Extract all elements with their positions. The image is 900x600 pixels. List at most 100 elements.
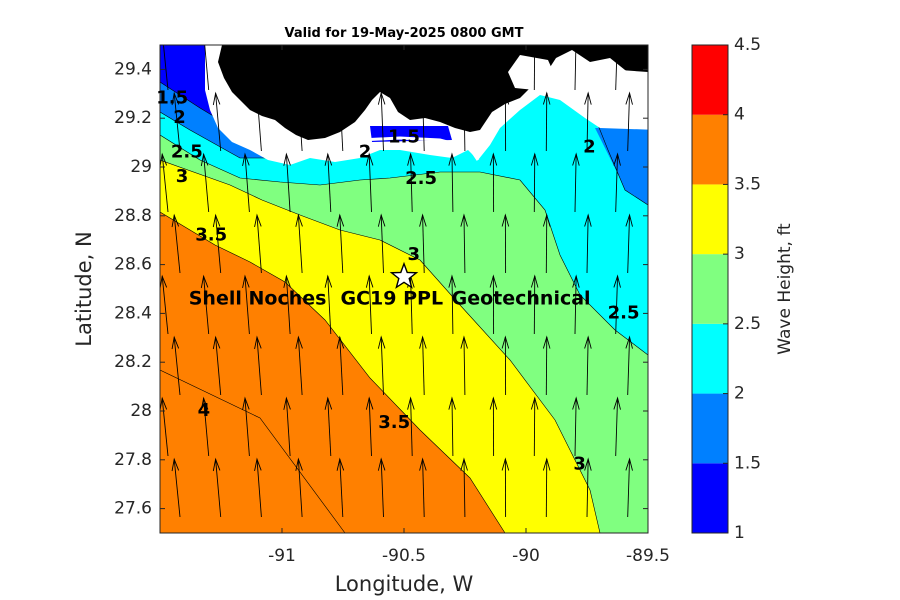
colorbar-tick-label: 2.5: [734, 314, 761, 334]
wave-arrow: [625, 91, 633, 152]
colorbar-tick-label: 2: [734, 384, 745, 404]
wave-arrow: [542, 213, 551, 274]
x-axis-ticks: -91 -90.5 -90 -89.5: [268, 45, 670, 566]
wave-arrow: [460, 457, 468, 518]
contour-label: 2.5: [608, 302, 640, 323]
wave-arrow: [625, 457, 633, 518]
contour-label: 3: [407, 244, 420, 265]
wave-arrow: [625, 213, 633, 274]
isoline-3: [160, 159, 601, 533]
wave-arrow: [501, 335, 510, 396]
contour-label: 2: [359, 141, 372, 162]
colorbar-segment: [692, 45, 728, 115]
wave-arrow: [572, 396, 580, 457]
isoline-3p5: [160, 211, 506, 533]
wave-arrow: [377, 457, 386, 518]
site-marker: [389, 261, 419, 289]
wave-arrow: [625, 335, 633, 396]
wave-arrow: [451, 45, 454, 91]
wave-arrow: [295, 213, 303, 274]
wave-arrow: [283, 152, 291, 213]
wave-arrow: [419, 335, 427, 396]
wave-arrow: [365, 274, 374, 335]
wave-arrow: [212, 335, 222, 396]
wave-arrow: [212, 457, 222, 518]
wave-arrow: [171, 91, 181, 152]
wave-arrow: [295, 457, 303, 518]
wave-arrow: [530, 152, 539, 213]
wave-arrow: [377, 213, 386, 274]
colorbar-tick-label: 3.5: [734, 174, 761, 194]
x-tick-label: -90: [512, 546, 540, 566]
wave-arrow: [212, 91, 222, 152]
chart-title: Valid for 19-May-2025 0800 GMT: [285, 26, 524, 41]
wave-arrow: [171, 457, 181, 518]
wave-arrow: [448, 152, 456, 213]
wave-arrow: [419, 91, 427, 152]
contour-label: 3: [573, 454, 586, 475]
wave-arrow: [448, 396, 456, 457]
wave-arrow: [572, 152, 580, 213]
site-star: [389, 261, 419, 289]
wave-arrow: [242, 396, 250, 457]
wave-arrow: [295, 91, 303, 152]
contour-label: 1.5: [156, 88, 188, 109]
wave-arrow: [286, 45, 291, 91]
wave-arrow: [533, 45, 536, 91]
wave-arrow: [160, 152, 169, 213]
y-tick-label: 28.8: [114, 206, 152, 226]
isoline-2p5: [160, 134, 648, 356]
colorbar-segment: [692, 254, 728, 324]
contour-label: 2.5: [171, 141, 203, 162]
wave-arrow: [613, 152, 621, 213]
wave-arrow: [254, 335, 262, 396]
colorbar-tick-label: 4.5: [734, 35, 761, 55]
wave-arrow: [200, 396, 210, 457]
wave-arrow: [542, 91, 551, 152]
wave-arrow: [336, 335, 345, 396]
wave-arrow: [613, 396, 621, 457]
y-axis-label: Latitude, N: [72, 231, 96, 347]
wave-arrow: [419, 213, 427, 274]
wave-arrow: [489, 274, 498, 335]
contour-label: 2: [583, 136, 596, 157]
colorbar-segment: [692, 114, 728, 185]
contour-label: 3: [176, 166, 189, 187]
colorbar-tick-label: 3: [734, 244, 745, 264]
wave-arrow: [328, 45, 332, 91]
wave-arrow: [419, 457, 427, 518]
x-tick-label: -89.5: [626, 546, 670, 566]
wave-arrow: [365, 396, 374, 457]
wave-arrow: [336, 213, 345, 274]
wave-arrow: [530, 396, 539, 457]
contour-label: 4: [198, 400, 211, 421]
site-annotations: Shell Noches GC19 PPL Geotechnical: [189, 287, 591, 309]
wave-arrow: [584, 457, 592, 518]
wave-arrow: [160, 274, 169, 335]
colorbar-frame: [691, 44, 729, 534]
colorbar-tick-label: 1.5: [734, 453, 761, 473]
wave-arrow: [242, 152, 250, 213]
wave-arrow: [584, 213, 592, 274]
wave-arrow: [283, 396, 291, 457]
y-axis-ticks: 27.6 27.8 28 28.2 28.4 28.6 28.8 29 29.2 29.4: [114, 59, 648, 519]
wave-arrow: [336, 457, 345, 518]
site-annotation: Geotechnical: [452, 287, 591, 309]
wave-arrow: [163, 45, 169, 91]
y-tick-label: 28.6: [114, 255, 152, 275]
x-tick-label: -91: [268, 546, 296, 566]
wave-arrow: [410, 45, 413, 91]
wave-arrow: [283, 274, 291, 335]
marsh-delta: [508, 55, 556, 90]
isoline-4: [160, 369, 346, 533]
wave-arrow: [501, 91, 510, 152]
contour-label: 2: [173, 107, 186, 128]
wave-arrow: [460, 91, 468, 152]
y-tick-label: 28: [130, 401, 152, 421]
wave-arrow: [489, 396, 498, 457]
wave-arrow: [613, 274, 621, 335]
wave-arrow: [377, 91, 386, 152]
wave-arrow: [407, 152, 415, 213]
